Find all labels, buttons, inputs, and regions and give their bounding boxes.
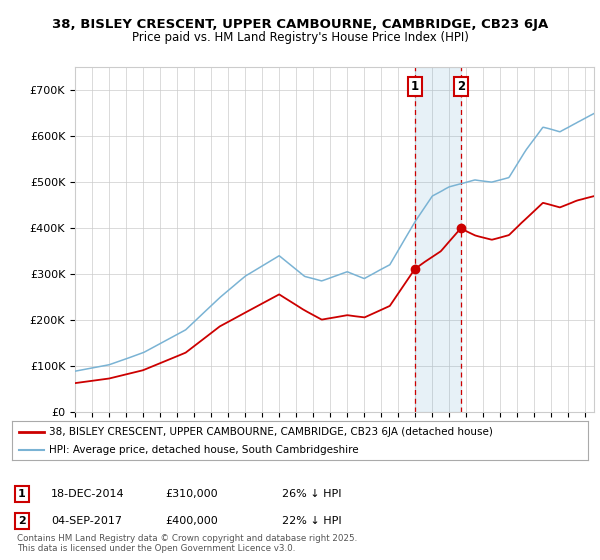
Text: 04-SEP-2017: 04-SEP-2017 bbox=[51, 516, 122, 526]
Text: Contains HM Land Registry data © Crown copyright and database right 2025.
This d: Contains HM Land Registry data © Crown c… bbox=[17, 534, 357, 553]
Text: 1: 1 bbox=[410, 80, 419, 92]
Text: 26% ↓ HPI: 26% ↓ HPI bbox=[282, 489, 341, 499]
Text: 1: 1 bbox=[18, 489, 26, 499]
Text: 2: 2 bbox=[18, 516, 26, 526]
Text: 2: 2 bbox=[457, 80, 465, 92]
Text: HPI: Average price, detached house, South Cambridgeshire: HPI: Average price, detached house, Sout… bbox=[49, 445, 359, 455]
Text: 22% ↓ HPI: 22% ↓ HPI bbox=[282, 516, 341, 526]
Text: £400,000: £400,000 bbox=[165, 516, 218, 526]
Text: 38, BISLEY CRESCENT, UPPER CAMBOURNE, CAMBRIDGE, CB23 6JA (detached house): 38, BISLEY CRESCENT, UPPER CAMBOURNE, CA… bbox=[49, 427, 493, 437]
Text: £310,000: £310,000 bbox=[165, 489, 218, 499]
Bar bbox=[415, 67, 461, 412]
Text: 18-DEC-2014: 18-DEC-2014 bbox=[51, 489, 125, 499]
Text: Price paid vs. HM Land Registry's House Price Index (HPI): Price paid vs. HM Land Registry's House … bbox=[131, 31, 469, 44]
Text: 38, BISLEY CRESCENT, UPPER CAMBOURNE, CAMBRIDGE, CB23 6JA: 38, BISLEY CRESCENT, UPPER CAMBOURNE, CA… bbox=[52, 18, 548, 31]
